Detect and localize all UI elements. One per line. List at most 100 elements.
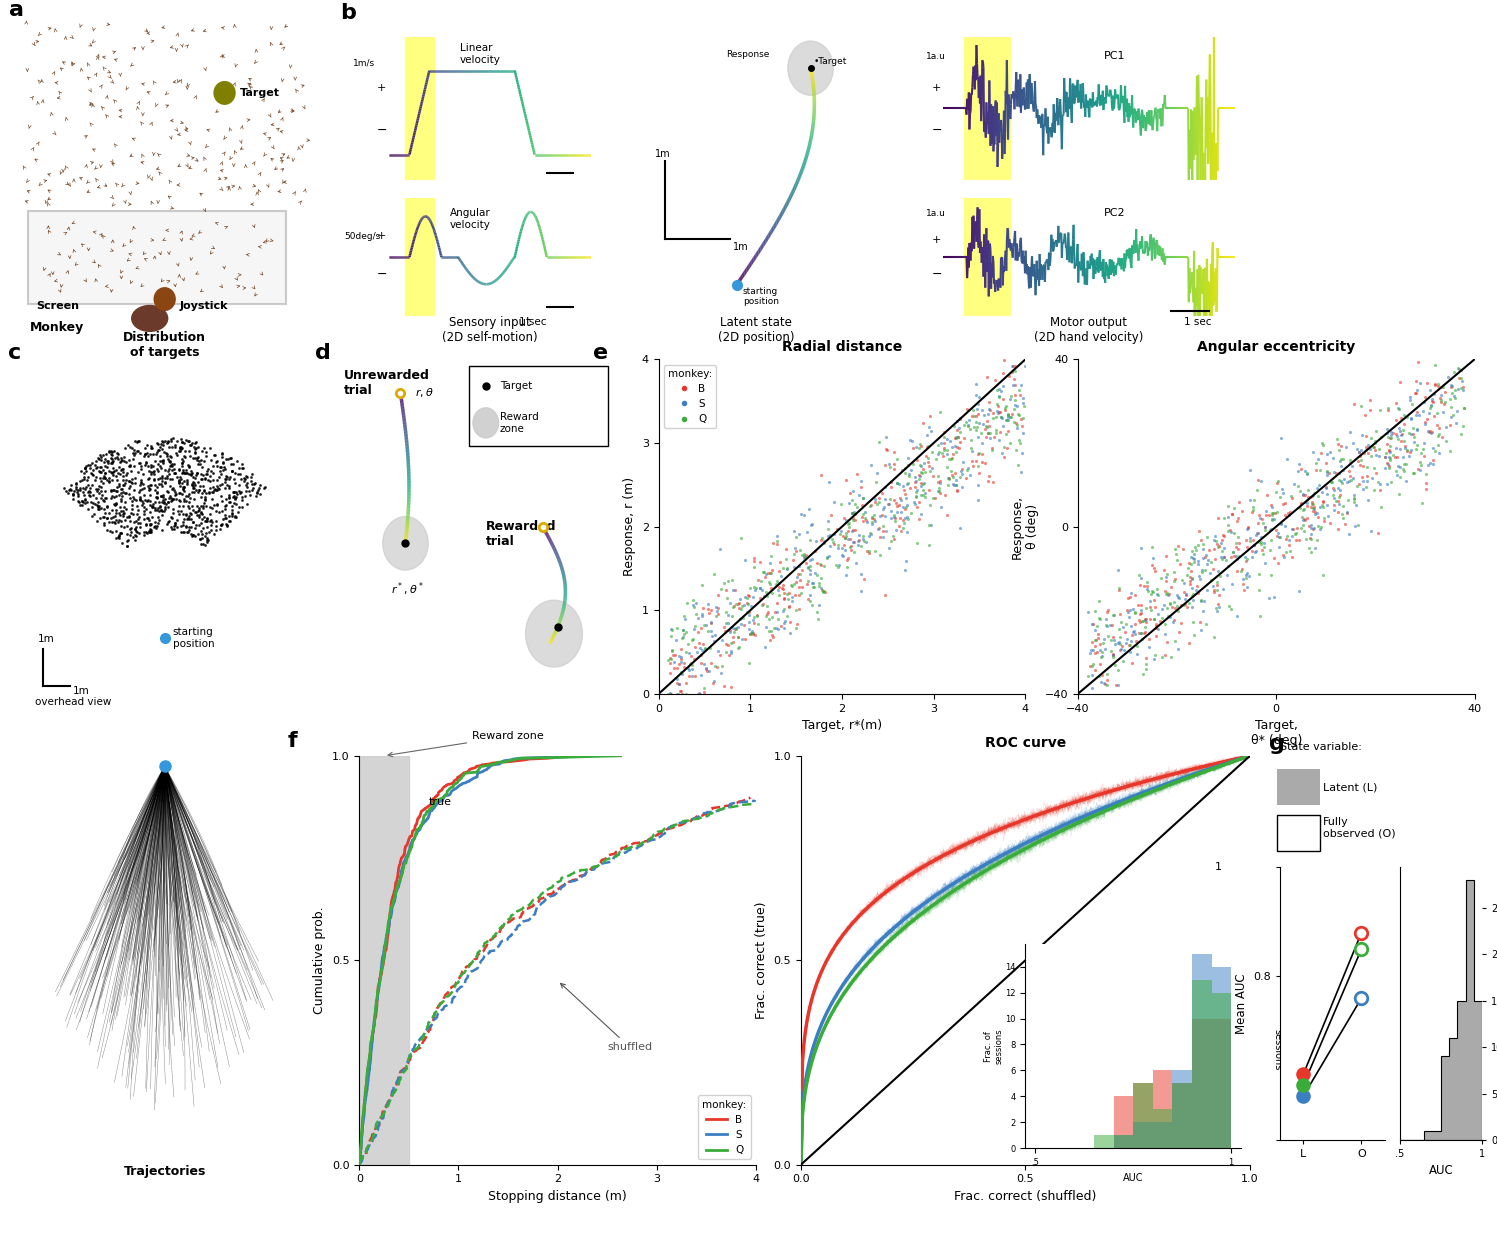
Point: [695, 659, 719, 679]
Point: [943, 436, 967, 456]
Point: [136, 468, 160, 488]
Point: [1292, 510, 1316, 530]
Point: [757, 572, 781, 592]
Point: [888, 508, 912, 528]
Point: [1096, 600, 1120, 620]
Point: [174, 463, 198, 483]
Point: [831, 546, 855, 566]
Point: [1160, 597, 1184, 617]
Point: [813, 556, 837, 576]
Point: [1418, 422, 1442, 442]
Point: [136, 476, 160, 496]
Point: [153, 499, 177, 519]
Point: [1247, 532, 1271, 551]
Point: [1156, 586, 1180, 606]
Point: [159, 429, 183, 449]
Point: [1355, 466, 1379, 486]
Point: [76, 482, 100, 502]
Point: [698, 603, 722, 623]
Point: [744, 579, 768, 598]
Point: [1003, 395, 1027, 415]
Point: [970, 400, 994, 420]
Point: [883, 510, 907, 530]
Point: [1352, 471, 1376, 491]
Point: [760, 582, 784, 602]
Point: [1202, 559, 1226, 579]
Point: [151, 471, 175, 491]
Point: [660, 641, 684, 660]
Text: f: f: [287, 731, 298, 751]
Point: [865, 463, 889, 483]
Point: [1165, 596, 1189, 616]
Point: [123, 519, 147, 539]
Point: [942, 445, 966, 465]
Point: [156, 482, 180, 502]
Point: [87, 477, 111, 497]
Point: [1205, 580, 1229, 600]
Point: [73, 479, 97, 499]
Point: [1257, 504, 1281, 524]
Point: [841, 503, 865, 523]
Point: [885, 473, 909, 493]
Point: [238, 486, 262, 506]
Point: [1099, 629, 1123, 649]
Point: [106, 457, 130, 477]
Point: [1232, 580, 1256, 600]
Point: [1295, 491, 1319, 510]
Point: [177, 441, 201, 461]
Point: [199, 515, 223, 535]
Point: [1202, 549, 1226, 569]
Point: [695, 658, 719, 678]
Point: [97, 441, 121, 461]
Point: [1241, 534, 1265, 554]
Point: [740, 623, 763, 643]
Point: [219, 449, 243, 468]
Point: [1123, 586, 1147, 606]
Point: [108, 504, 132, 524]
Point: [1377, 440, 1401, 460]
Point: [927, 472, 951, 492]
Point: [690, 634, 714, 654]
Point: [184, 475, 208, 494]
Point: [684, 642, 708, 662]
Point: [163, 463, 187, 483]
Point: [81, 453, 105, 473]
Point: [151, 493, 175, 513]
Point: [103, 447, 127, 467]
Point: [789, 570, 813, 590]
Point: [741, 613, 765, 633]
Point: [180, 504, 204, 524]
Point: [127, 482, 151, 502]
Point: [100, 462, 124, 482]
Point: [753, 586, 777, 606]
Point: [781, 550, 805, 570]
Point: [73, 458, 97, 478]
Point: [181, 482, 205, 502]
Point: [210, 475, 234, 494]
Point: [798, 530, 822, 550]
Point: [124, 497, 148, 517]
Point: [172, 477, 196, 497]
Point: [877, 494, 901, 514]
Point: [153, 468, 177, 488]
Point: [680, 653, 704, 673]
Point: [793, 546, 817, 566]
Point: [686, 622, 710, 642]
Point: [970, 434, 994, 453]
Point: [118, 455, 142, 475]
Point: [150, 431, 174, 451]
Point: [138, 492, 162, 512]
Point: [1190, 560, 1214, 580]
Point: [112, 447, 136, 467]
Point: [723, 620, 747, 639]
Point: [159, 451, 183, 471]
Point: [783, 600, 807, 620]
Point: [916, 481, 940, 501]
Point: [690, 605, 714, 624]
Point: [1195, 615, 1219, 634]
Point: [100, 522, 124, 541]
Point: [1392, 461, 1416, 481]
Bar: [359, 756, 409, 1165]
Point: [1305, 449, 1329, 468]
Point: [99, 482, 123, 502]
